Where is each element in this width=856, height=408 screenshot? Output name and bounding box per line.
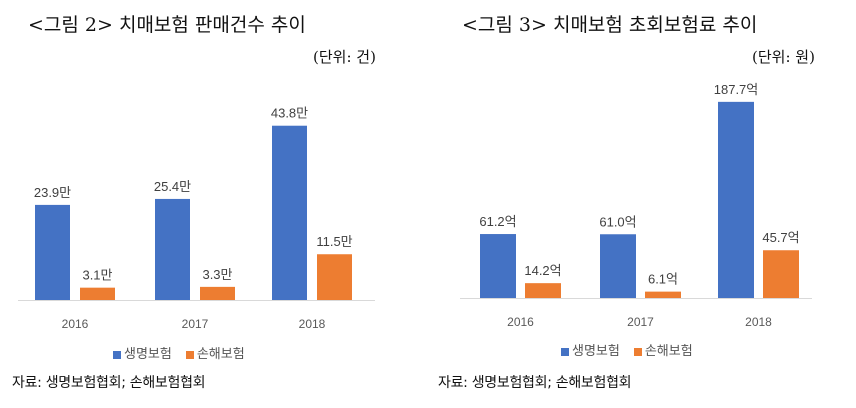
legend-swatch-life: [113, 350, 121, 359]
bar-nonlife: [80, 287, 115, 300]
chart1-legend: 생명보험 손해보험: [113, 343, 245, 362]
bar-life: [155, 198, 190, 300]
chart2-source: 자료: 생명보험협회; 손해보험협회: [438, 375, 632, 391]
legend-swatch-life: [561, 347, 569, 356]
legend-label: 생명보험: [572, 344, 620, 359]
chart2-unit: (단위: 원): [752, 48, 815, 66]
bar-life: [718, 101, 754, 298]
x-tick-label: 2017: [182, 317, 209, 331]
legend-item-nonlife: 손해보험: [185, 343, 245, 362]
x-tick-label: 2018: [745, 315, 772, 329]
bar-nonlife: [525, 283, 561, 298]
data-label: 61.2억: [479, 214, 516, 229]
data-label: 43.8만: [271, 106, 308, 121]
data-label: 45.7억: [762, 230, 799, 245]
chart1-source: 자료: 생명보험협회; 손해보험협회: [12, 375, 206, 391]
x-tick-label: 2016: [507, 315, 534, 329]
data-label: 61.0억: [599, 214, 636, 229]
data-label: 25.4만: [154, 179, 191, 194]
bar-life: [480, 234, 516, 298]
chart2-title: <그림 3> 치매보험 초회보험료 추이: [462, 14, 758, 36]
bar-life: [600, 234, 636, 298]
x-tick-label: 2017: [627, 315, 654, 329]
data-label: 6.1억: [648, 272, 678, 287]
data-label: 187.7억: [714, 82, 759, 97]
bar-nonlife: [200, 286, 235, 300]
legend-label: 손해보험: [644, 344, 693, 359]
legend-label: 생명보험: [124, 347, 172, 362]
data-label: 3.3만: [202, 267, 232, 282]
bar-nonlife: [763, 250, 799, 298]
data-label: 3.1만: [82, 268, 112, 283]
legend-item-life: 생명보험: [113, 343, 172, 362]
data-label: 14.2억: [524, 263, 561, 278]
legend-label: 손해보험: [196, 347, 245, 362]
x-tick-label: 2016: [62, 317, 89, 331]
bar-life: [35, 204, 70, 300]
chart1-title: <그림 2> 치매보험 판매건수 추이: [28, 14, 306, 36]
bar-nonlife: [317, 254, 352, 300]
data-label: 23.9만: [34, 185, 71, 200]
chart2-legend: 생명보험 손해보험: [561, 340, 693, 359]
legend-swatch-nonlife: [633, 347, 642, 356]
chart1-unit: (단위: 건): [313, 48, 376, 66]
bar-life: [272, 125, 307, 301]
legend-item-nonlife: 손해보험: [633, 340, 693, 359]
data-label: 11.5만: [316, 234, 352, 249]
bar-nonlife: [645, 291, 681, 298]
legend-swatch-nonlife: [185, 350, 194, 359]
legend-item-life: 생명보험: [561, 340, 620, 359]
x-tick-label: 2018: [299, 317, 326, 331]
